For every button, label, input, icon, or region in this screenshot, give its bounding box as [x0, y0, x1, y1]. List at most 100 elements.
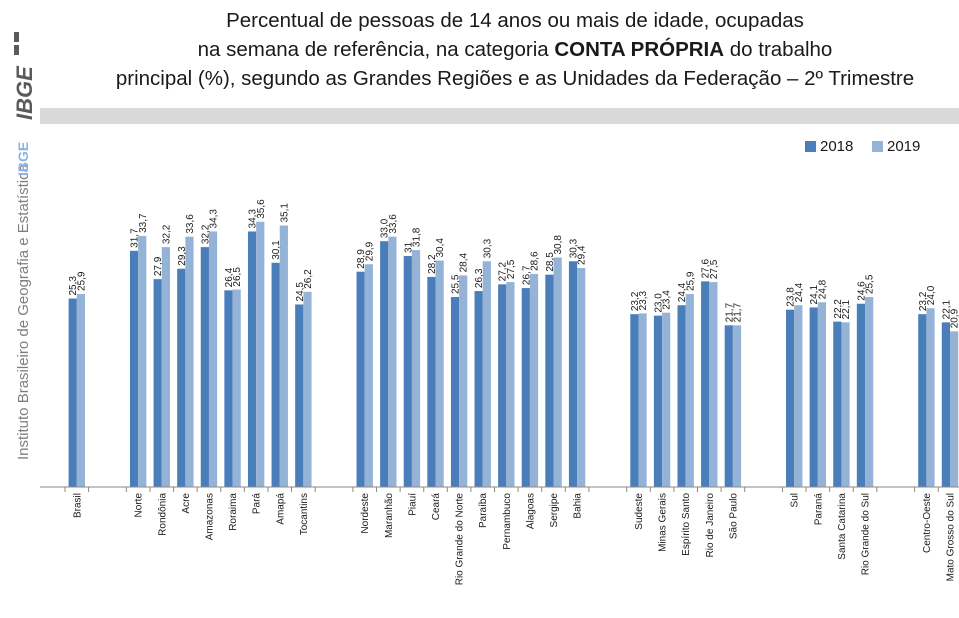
category-label-santa-catarina: Santa Catarina — [837, 493, 848, 560]
bar-2018-mato-grosso-do-sul — [941, 322, 950, 487]
sidebar: Instituto Brasileiro de Geografia e Esta… — [0, 108, 40, 613]
value-label-2018-maranhao: 33,0 — [380, 218, 391, 238]
value-label-2019-amazonas: 34,3 — [209, 209, 220, 229]
category-label-norte: Norte — [134, 493, 145, 518]
legend-swatch-2019 — [872, 141, 883, 152]
value-label-2019-santa-catarina: 22,1 — [841, 299, 852, 319]
value-label-2018-norte: 31,7 — [130, 228, 141, 248]
bar-2019-rio-grande-do-sul — [865, 297, 874, 487]
value-label-2018-para: 34,3 — [248, 209, 259, 229]
bar-2018-rio-grande-do-norte — [450, 297, 460, 487]
bar-2018-acre — [177, 268, 186, 487]
bar-2018-amazonas — [200, 247, 209, 487]
category-label-sul: Sul — [790, 493, 801, 507]
logo-stripes — [14, 32, 19, 55]
ibge-logo: IBGE — [8, 28, 48, 124]
bar-2018-nordeste — [356, 271, 365, 487]
value-label-2018-parana: 24,1 — [809, 285, 820, 305]
value-label-2019-ceara: 30,4 — [435, 238, 446, 258]
chart-frame: 25,3 25,9 31,7 33,7 27,9 32,2 29,3 33,6 32,2 34,3… — [40, 108, 959, 613]
value-label-2019-rio-grande-do-norte: 28,4 — [459, 253, 470, 273]
bars-layer — [68, 221, 959, 487]
bar-2019-rondonia — [161, 247, 170, 487]
category-label-piaui: Piauí — [407, 493, 418, 516]
category-label-maranhao: Maranhão — [384, 493, 395, 538]
value-label-2018-bahia: 30,3 — [569, 238, 580, 258]
value-label-2018-santa-catarina: 22,2 — [833, 299, 844, 319]
value-label-2018-sao-paulo: 21,7 — [724, 302, 735, 322]
value-label-2019-rio-de-janeiro: 27,5 — [709, 259, 720, 279]
value-label-2018-acre: 29,3 — [177, 246, 188, 266]
bar-2018-minas-gerais — [653, 315, 663, 487]
value-label-2018-sul: 23,8 — [786, 287, 797, 307]
value-label-2018-mato-grosso-do-sul: 22,1 — [941, 299, 952, 319]
bar-2019-rio-grande-do-norte — [459, 275, 468, 487]
institute-abbr: IBGE — [15, 142, 31, 176]
bar-2019-sao-paulo — [732, 325, 742, 487]
legend-label-2019: 2019 — [887, 138, 920, 155]
institute-name: Instituto Brasileiro de Geografia e Esta… — [15, 163, 32, 460]
value-label-2019-maranhao: 33,6 — [388, 214, 399, 234]
bar-2019-sergipe — [553, 257, 562, 487]
value-label-2018-alagoas: 26,7 — [521, 265, 532, 285]
category-label-rio-grande-do-sul: Rio Grande do Sul — [861, 493, 872, 575]
title-line-2-pre: na semana de referência, na categoria — [197, 38, 555, 61]
bar-2018-paraiba — [474, 291, 483, 487]
bar-2019-paraiba — [482, 261, 491, 487]
category-label-acre: Acre — [181, 493, 192, 514]
bar-2018-sudeste — [630, 314, 639, 487]
value-label-2018-espirito-santo: 24,4 — [677, 282, 688, 302]
bar-2019-amapa — [279, 225, 288, 487]
bar-2018-norte — [129, 250, 139, 487]
category-label-amazonas: Amazonas — [204, 493, 215, 540]
value-label-2019-sao-paulo: 21,7 — [732, 302, 743, 322]
ibge-logo-svg: IBGE — [12, 32, 37, 120]
bar-2019-nordeste — [364, 264, 373, 487]
value-label-2019-amapa: 35,1 — [279, 203, 290, 223]
value-label-2019-acre: 33,6 — [185, 214, 196, 234]
category-label-paraiba: Paraíba — [478, 493, 489, 528]
tick-marks-layer — [64, 487, 939, 492]
bar-2018-sul — [786, 309, 795, 487]
chart-title: Percentual de pessoas de 14 anos ou mais… — [80, 6, 950, 93]
bar-2018-rondonia — [153, 279, 162, 487]
category-label-sao-paulo: São Paulo — [728, 493, 739, 540]
bar-2019-maranhao — [388, 236, 397, 487]
category-label-sudeste: Sudeste — [634, 493, 645, 530]
bar-2019-santa-catarina — [841, 322, 850, 487]
bar-2018-sergipe — [545, 274, 554, 487]
value-label-2018-pernambuco: 27,2 — [498, 261, 509, 281]
bar-2019-tocantins — [303, 291, 312, 487]
bar-2019-norte — [138, 235, 147, 487]
legend: 2018 2019 — [805, 138, 920, 155]
title-line-3: principal (%), segundo as Grandes Regiõe… — [115, 67, 915, 90]
category-label-parana: Paraná — [813, 493, 824, 526]
bar-2018-rio-de-janeiro — [701, 281, 710, 487]
value-labels-layer: 25,325,931,733,727,932,229,333,632,234,3… — [68, 199, 959, 328]
bar-2019-minas-gerais — [662, 312, 671, 487]
category-label-rio-grande-do-norte: Rio Grande do Norte — [455, 493, 466, 586]
value-label-2019-parana: 24,8 — [817, 279, 828, 299]
bar-2018-santa-catarina — [833, 321, 842, 487]
bar-2018-espirito-santo — [677, 305, 686, 487]
category-label-tocantins: Tocantins — [299, 493, 310, 535]
value-label-2018-rio-grande-do-sul: 24,6 — [856, 281, 867, 301]
value-label-2018-nordeste: 28,9 — [356, 249, 367, 269]
legend-label-2018: 2018 — [820, 138, 853, 155]
value-label-2019-alagoas: 28,6 — [530, 251, 541, 271]
category-label-mato-grosso-do-sul: Mato Grosso do Sul — [946, 493, 957, 581]
bar-2018-piaui — [403, 256, 412, 487]
bar-2018-ceara — [427, 276, 436, 487]
category-label-nordeste: Nordeste — [360, 493, 371, 534]
value-label-2019-tocantins: 26,2 — [303, 269, 314, 289]
value-label-2019-sudeste: 23,3 — [638, 291, 649, 311]
category-label-roraima: Roraima — [228, 493, 239, 531]
category-labels-layer: Brasil Norte Rondônia Acre Amazonas Roraima Pa… — [72, 493, 957, 586]
value-label-2018-centro-oeste: 23,2 — [918, 291, 929, 311]
bar-2019-brasil — [76, 294, 85, 487]
bar-2019-sul — [794, 305, 803, 487]
value-label-2019-paraiba: 30,3 — [482, 238, 493, 258]
category-label-rio-de-janeiro: Rio de Janeiro — [705, 493, 716, 558]
bar-2018-amapa — [271, 262, 280, 487]
value-label-2018-rondonia: 27,9 — [153, 256, 164, 276]
